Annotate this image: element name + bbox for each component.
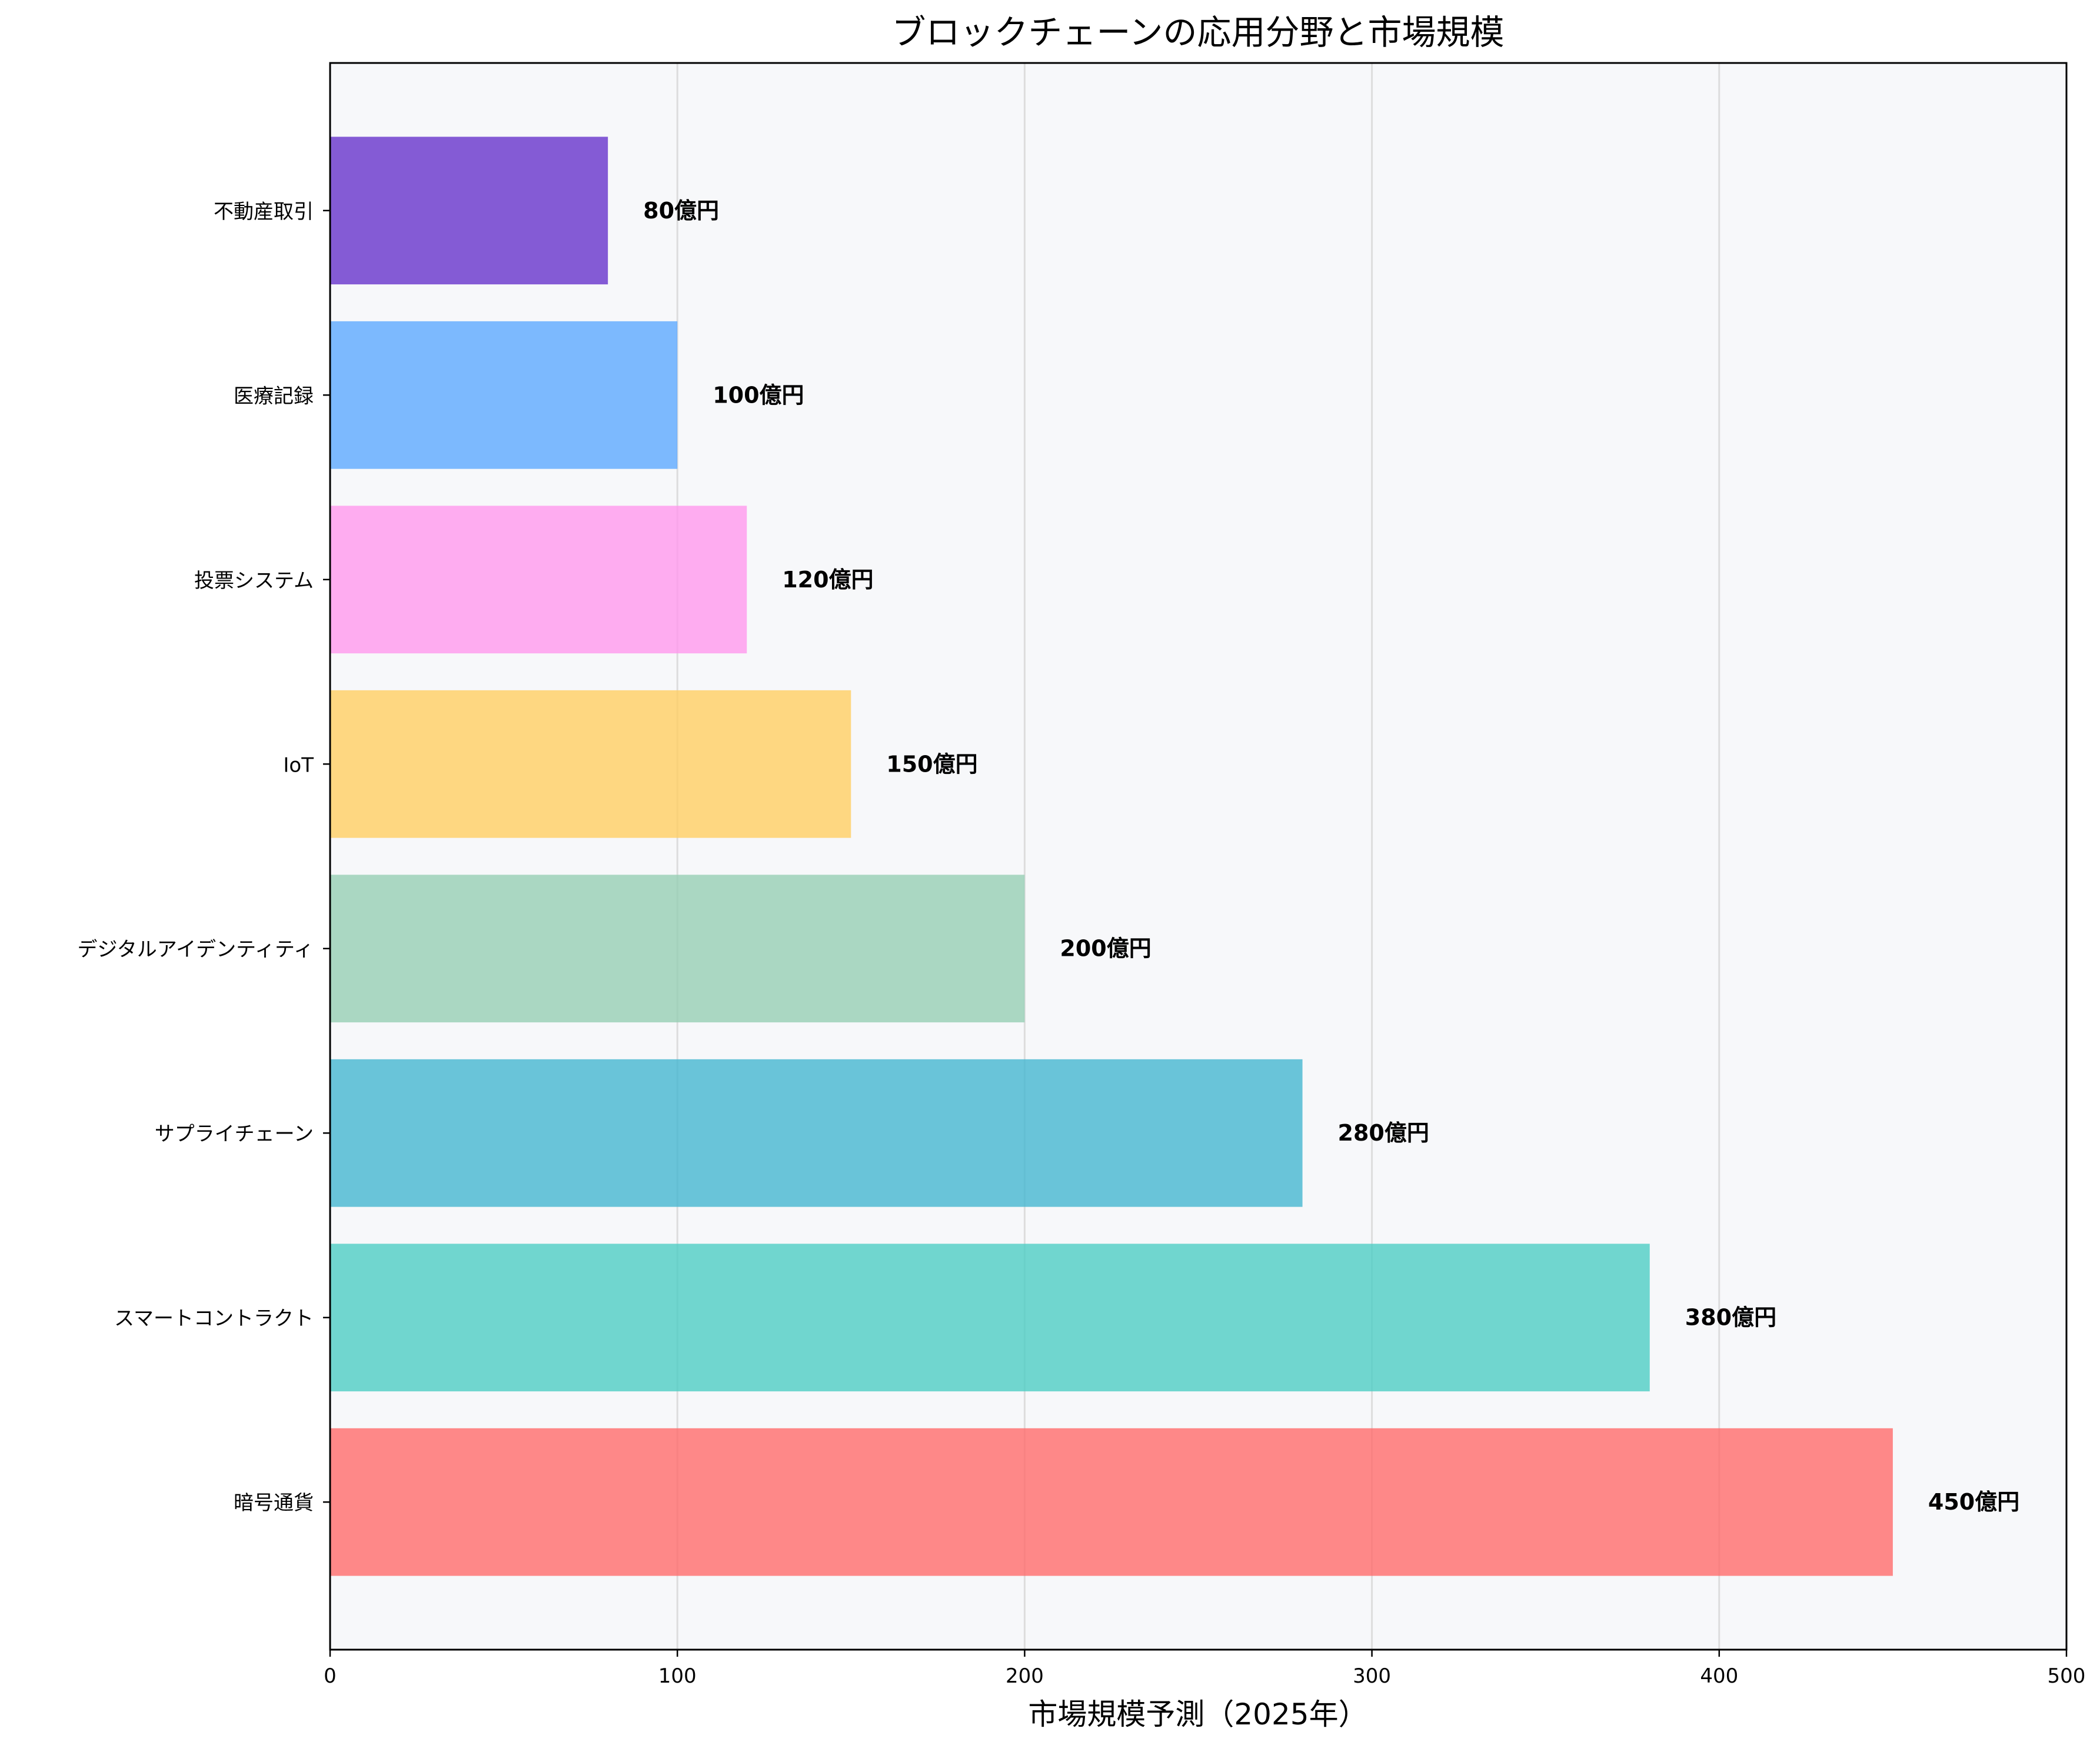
bar-value-label: 450億円 <box>1928 1489 2019 1515</box>
bar <box>330 1428 1893 1576</box>
y-tick-label: 暗号通貨 <box>234 1491 314 1515</box>
bar <box>330 137 608 285</box>
data-labels: 450億円 380億円 280億円 200億円 150億円 120億円 100億円 80億円 <box>643 198 2019 1515</box>
bar-value-label: 100億円 <box>713 382 804 408</box>
y-tick-label: スマートコントラクト <box>114 1307 314 1331</box>
bar <box>330 1059 1303 1207</box>
x-tick-label: 400 <box>1700 1664 1738 1688</box>
x-tick-label: 200 <box>1006 1664 1044 1688</box>
y-tick-label: 投票システム <box>194 569 314 593</box>
chart-title: ブロックチェーンの応用分野と市場規模 <box>891 12 1504 52</box>
bar-value-label: 380億円 <box>1685 1305 1776 1331</box>
y-tick-label: 不動産取引 <box>214 200 314 224</box>
x-tick-label: 300 <box>1353 1664 1391 1688</box>
y-axis: 暗号通貨 スマートコントラクト サプライチェーン デジタルアイデンティティ IoT 投票シ… <box>77 200 330 1515</box>
bar-value-label: 150億円 <box>886 751 977 777</box>
bar-value-label: 200億円 <box>1060 936 1151 962</box>
bar <box>330 1244 1650 1392</box>
x-tick-label: 500 <box>2048 1664 2086 1688</box>
bar-value-label: 280億円 <box>1338 1120 1429 1146</box>
plot-area <box>330 63 2066 1650</box>
y-tick-label: 医療記録 <box>234 384 314 408</box>
bar <box>330 506 747 654</box>
bars <box>330 137 1893 1576</box>
x-tick-label: 0 <box>324 1664 337 1688</box>
x-tick-label: 100 <box>658 1664 697 1688</box>
bar <box>330 690 851 838</box>
x-axis-label: 市場規模予測（2025年） <box>1028 1697 1367 1731</box>
y-tick-label: IoT <box>283 753 314 777</box>
bar-value-label: 120億円 <box>782 567 873 593</box>
x-axis: 0 100 200 300 400 500 <box>324 1650 2085 1688</box>
y-tick-label: デジタルアイデンティティ <box>77 938 314 962</box>
plot-frame <box>329 62 2068 1651</box>
y-tick-label: サプライチェーン <box>155 1122 314 1146</box>
bar <box>330 875 1025 1023</box>
bar <box>330 321 678 469</box>
bar-value-label: 80億円 <box>643 198 719 224</box>
